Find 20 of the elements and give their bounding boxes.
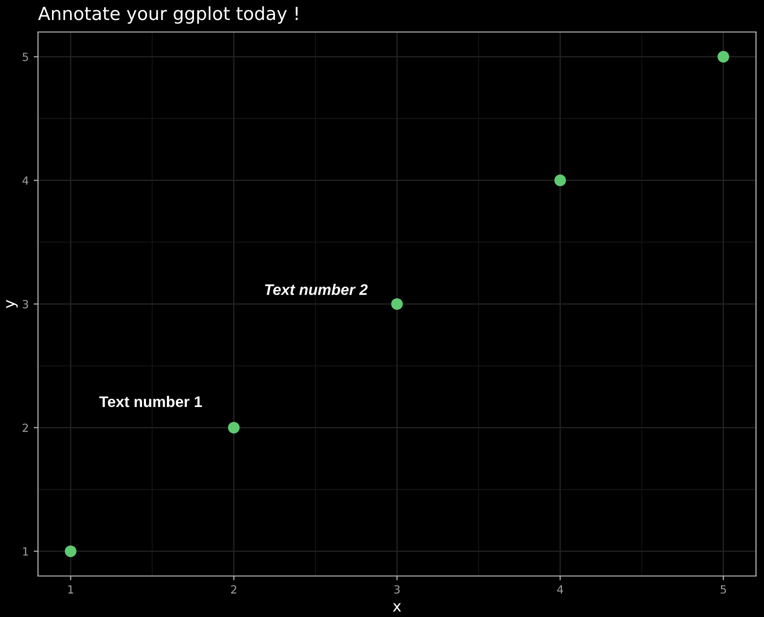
y-tick-label: 5: [22, 52, 28, 62]
annotation: Text number 2: [265, 284, 368, 296]
x-tick-label: 3: [394, 585, 400, 594]
x-tick-label: 4: [557, 585, 564, 594]
x-axis-title: x: [392, 603, 402, 612]
y-axis-title: y: [6, 300, 18, 308]
chart-title: Annotate your ggplot today !: [38, 6, 298, 24]
y-tick-label: 4: [22, 176, 28, 185]
y-tick-label: 1: [23, 547, 28, 556]
x-tick-label: 1: [68, 585, 74, 594]
x-tick-label: 2: [231, 585, 236, 594]
point: [554, 174, 566, 186]
point: [228, 422, 240, 434]
y-tick-label: 3: [22, 300, 28, 308]
point: [391, 298, 403, 310]
point: [64, 545, 76, 558]
annotation: Text number 1: [99, 396, 202, 408]
x-tick-label: 5: [720, 585, 726, 594]
point: [718, 50, 730, 63]
y-tick-label: 2: [22, 424, 28, 432]
